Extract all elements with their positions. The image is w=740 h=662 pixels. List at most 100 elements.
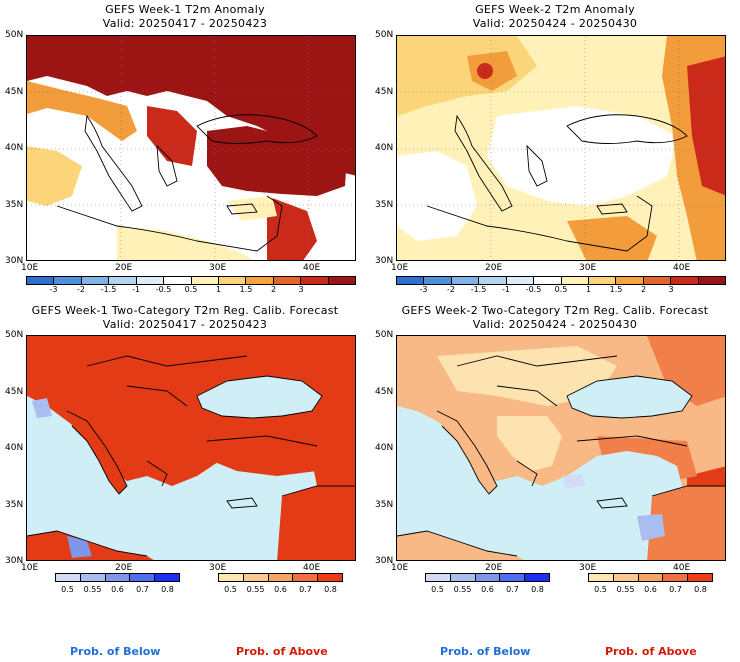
below-colorbar-label: 0.8 — [531, 585, 544, 594]
above-colorbar-label: 0.8 — [324, 585, 337, 594]
below-colorbar-segment — [426, 574, 451, 581]
anomaly-colorbar-label: -1 — [502, 285, 510, 294]
anomaly-region-red — [147, 106, 197, 166]
above-colorbar-segment — [688, 574, 712, 581]
lon-label-20e: 20E — [485, 263, 503, 273]
anomaly-colorbar-segment — [273, 277, 302, 284]
anomaly-colorbar-labels: -3 -2 -1.5 -1 -0.5 0.5 1 1.5 2 3 — [396, 285, 726, 295]
lat-label-40n: 40N — [375, 143, 394, 153]
lon-label-30e: 30E — [579, 263, 597, 273]
anomaly-colorbar — [396, 276, 726, 285]
lon-label-20e: 20E — [115, 563, 133, 573]
lat-label-30n: 30N — [375, 556, 394, 566]
above-colorbar-label: 0.5 — [224, 585, 237, 594]
panel-week1-probability: GEFS Week-1 Two-Category T2m Reg. Calib.… — [0, 300, 370, 600]
anomaly-colorbar-segment — [164, 277, 192, 284]
below-colorbar-segment — [80, 574, 106, 581]
panel-valid-dates: Valid: 20250424 - 20250430 — [472, 17, 638, 30]
panel-title: GEFS Week-2 Two-Category T2m Reg. Calib.… — [401, 304, 709, 317]
above-colorbar-segment — [268, 574, 294, 581]
panel-title: GEFS Week-1 T2m Anomaly — [105, 3, 265, 16]
anomaly-colorbar-label: 0.5 — [184, 285, 198, 294]
lat-label-35n: 35N — [5, 500, 24, 510]
anomaly-region-yellow — [27, 146, 82, 206]
lat-label-40n: 40N — [375, 443, 394, 453]
above-colorbar-segment — [638, 574, 664, 581]
lon-label-30e: 30E — [579, 563, 597, 573]
lat-label-50n: 50N — [375, 30, 394, 40]
anomaly-region-pale-south — [497, 231, 577, 260]
below-colorbar-label: 0.55 — [83, 585, 102, 594]
anomaly-colorbar-segment — [479, 277, 507, 284]
anomaly-colorbar-label: 3 — [668, 285, 674, 294]
map-week2-anomaly — [396, 35, 726, 261]
anomaly-colorbar-segment — [424, 277, 452, 284]
prob-below-patch-2 — [562, 474, 585, 488]
anomaly-colorbar-label: 3 — [298, 285, 304, 294]
below-colorbar-segment — [525, 574, 549, 581]
anomaly-region-red — [687, 56, 725, 196]
land-balkans — [497, 416, 562, 471]
lat-label-45n: 45N — [375, 87, 394, 97]
anomaly-region-pale — [117, 226, 254, 260]
above-colorbar-label: 0.7 — [299, 585, 312, 594]
anomaly-colorbar-segment — [671, 277, 699, 284]
anomaly-region-orange — [27, 81, 137, 141]
legend-prob-below-left: Prob. of Below — [70, 645, 161, 658]
lat-label-35n: 35N — [5, 200, 24, 210]
lat-label-30n: 30N — [5, 556, 24, 566]
anomaly-colorbar-segment — [588, 277, 617, 284]
legend-prob-above-left: Prob. of Above — [236, 645, 328, 658]
anomaly-colorbar-label: -1 — [132, 285, 140, 294]
anomaly-colorbar-segment — [698, 277, 726, 284]
land-pale-region — [437, 346, 617, 406]
lat-label-35n: 35N — [375, 500, 394, 510]
anomaly-colorbar-segment — [506, 277, 535, 284]
panel-title: GEFS Week-1 Two-Category T2m Reg. Calib.… — [31, 304, 339, 317]
anomaly-colorbar-segment — [301, 277, 329, 284]
above-colorbar-labels: 0.5 0.55 0.6 0.7 0.8 — [218, 585, 343, 595]
above-colorbar — [588, 573, 713, 582]
lon-label-10e: 10E — [21, 563, 39, 573]
land-levant — [647, 486, 725, 560]
below-colorbar-segment — [450, 574, 476, 581]
anomaly-colorbar-label: -0.5 — [155, 285, 172, 294]
sea-region-black-sea — [197, 376, 322, 418]
anomaly-colorbar-segment — [27, 277, 55, 284]
lat-label-30n: 30N — [5, 256, 24, 266]
anomaly-colorbar — [26, 276, 356, 285]
anomaly-colorbar-label: -3 — [419, 285, 428, 294]
above-colorbar-segment — [613, 574, 639, 581]
land-turkey — [207, 436, 317, 476]
map-week2-probability — [396, 335, 726, 561]
lon-label-40e: 40E — [303, 263, 321, 273]
below-colorbar — [55, 573, 180, 582]
below-colorbar-label: 0.6 — [111, 585, 124, 594]
anomaly-colorbar-label: 2 — [270, 285, 277, 294]
anomaly-colorbar-segment — [218, 277, 247, 284]
anomaly-region-white-west — [397, 151, 477, 241]
below-colorbar-labels: 0.5 0.55 0.6 0.7 0.8 — [55, 585, 180, 595]
below-colorbar-segment — [155, 574, 179, 581]
lon-label-20e: 20E — [485, 563, 503, 573]
anomaly-colorbar-label: -3 — [49, 285, 58, 294]
land-north-africa — [397, 531, 524, 560]
anomaly-colorbar-label: 1.5 — [609, 285, 623, 294]
anomaly-colorbar-label: 1 — [585, 285, 592, 294]
below-colorbar-label: 0.7 — [136, 585, 149, 594]
below-colorbar-segment — [130, 574, 156, 581]
lat-label-50n: 50N — [5, 330, 24, 340]
anomaly-colorbar-segment — [534, 277, 562, 284]
below-colorbar-segment — [475, 574, 501, 581]
map-week1-probability — [26, 335, 356, 561]
above-colorbar-labels: 0.5 0.55 0.6 0.7 0.8 — [588, 585, 713, 595]
below-colorbar — [425, 573, 550, 582]
anomaly-colorbar-segment — [54, 277, 82, 284]
anomaly-colorbar-label: -0.5 — [525, 285, 542, 294]
above-colorbar-label: 0.7 — [669, 585, 682, 594]
prob-below-patch — [637, 514, 665, 541]
land-italy — [67, 411, 127, 494]
lat-label-45n: 45N — [375, 387, 394, 397]
below-colorbar-label: 0.6 — [481, 585, 494, 594]
anomaly-colorbar-segment — [561, 277, 589, 284]
